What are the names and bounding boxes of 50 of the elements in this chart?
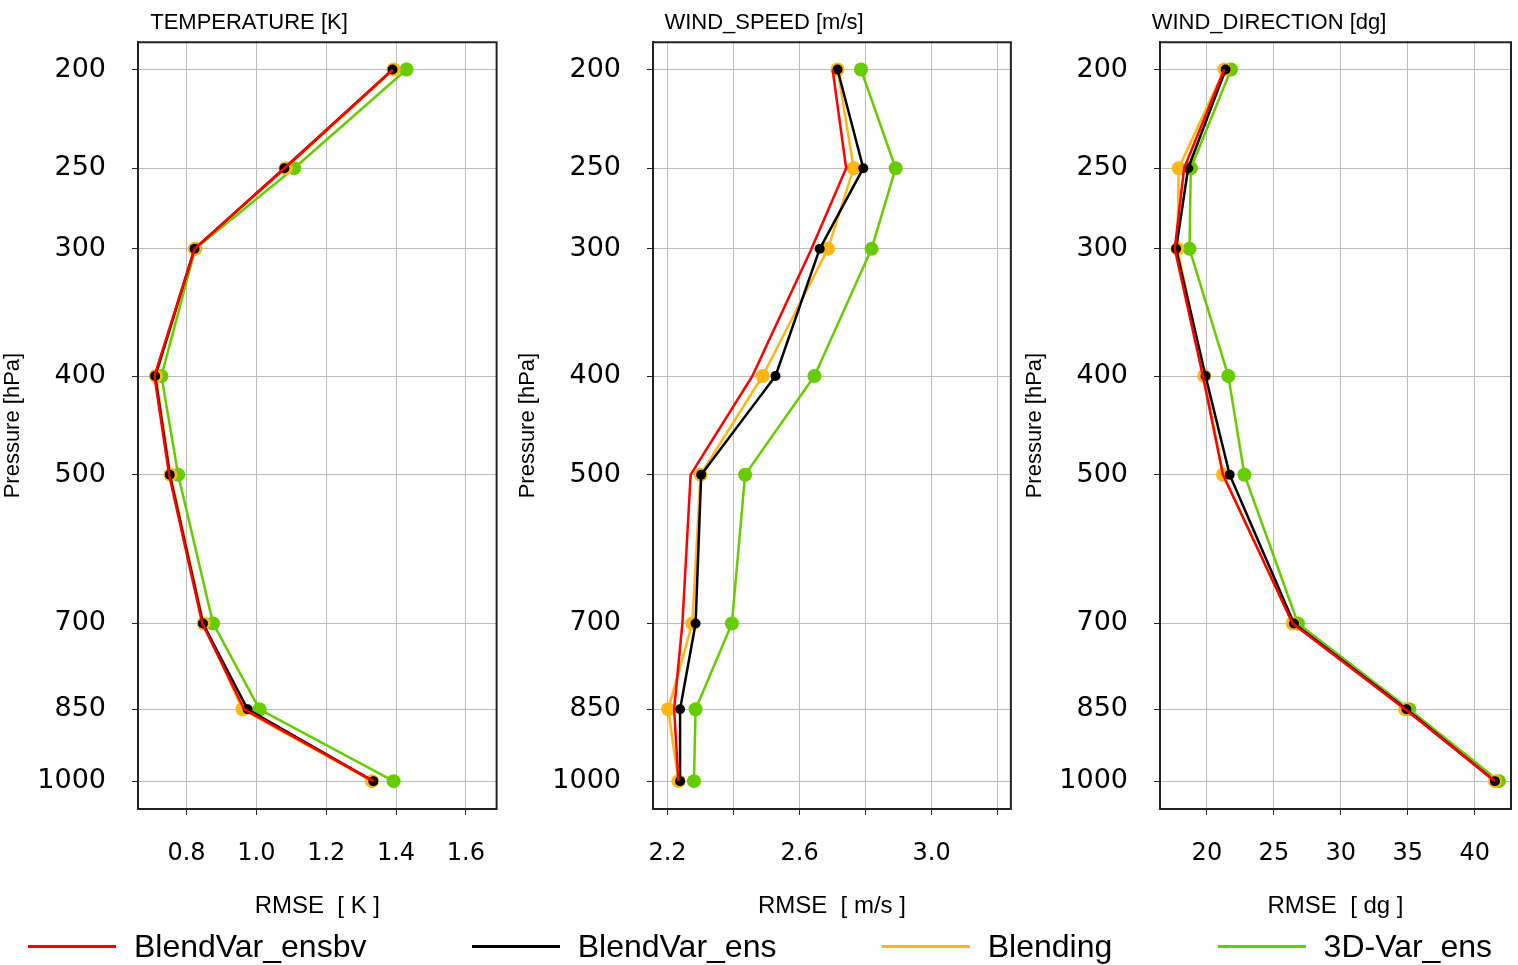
y-tick-label: 700 bbox=[54, 605, 106, 637]
y-tick-label: 500 bbox=[54, 456, 106, 488]
y-axis-title: Pressure [hPa] bbox=[1021, 352, 1047, 499]
x-tick-label: 25 bbox=[1258, 837, 1290, 866]
x-tick-label: 0.8 bbox=[167, 837, 206, 866]
x-tick-label: 1.6 bbox=[446, 837, 485, 866]
y-tick-label: 400 bbox=[569, 358, 621, 390]
legend-label: BlendVar_ens bbox=[577, 927, 777, 965]
x-tick-label: 1.4 bbox=[376, 837, 416, 866]
x-tick-label: 2.6 bbox=[780, 837, 819, 866]
y-tick-label: 850 bbox=[569, 691, 621, 723]
y-tick-label: 400 bbox=[54, 358, 106, 390]
y-tick-label: 1000 bbox=[37, 763, 106, 795]
y-axis-title: Pressure [hPa] bbox=[514, 352, 540, 499]
x-tick-label: 1.2 bbox=[307, 837, 346, 866]
y-tick-label: 250 bbox=[569, 150, 621, 182]
legend-label: Blending bbox=[987, 927, 1113, 965]
y-tick-label: 500 bbox=[569, 456, 621, 488]
y-tick-label: 250 bbox=[1076, 150, 1128, 182]
x-axis-title: RMSE [ dg ] bbox=[1267, 891, 1404, 919]
y-tick-label: 300 bbox=[569, 230, 621, 262]
x-tick-label: 2.2 bbox=[648, 837, 687, 866]
legend-label: BlendVar_ensbv bbox=[134, 927, 367, 965]
y-tick-label: 400 bbox=[1076, 358, 1128, 390]
x-axis-title: RMSE [ m/s ] bbox=[757, 891, 906, 919]
y-tick-label: 300 bbox=[54, 230, 106, 262]
x-tick-label: 20 bbox=[1191, 837, 1223, 866]
y-tick-label: 700 bbox=[569, 605, 621, 637]
chart-title: TEMPERATURE [K] bbox=[150, 9, 348, 35]
y-tick-label: 850 bbox=[54, 691, 106, 723]
y-tick-label: 200 bbox=[1076, 51, 1128, 83]
chart-title: WIND_DIRECTION [dg] bbox=[1151, 9, 1387, 35]
x-tick-label: 3.0 bbox=[912, 837, 951, 866]
y-axis-title: Pressure [hPa] bbox=[0, 352, 25, 499]
y-tick-label: 500 bbox=[1076, 456, 1128, 488]
y-tick-label: 200 bbox=[569, 51, 621, 83]
x-tick-label: 1.0 bbox=[237, 837, 276, 866]
x-tick-label: 40 bbox=[1459, 837, 1491, 866]
x-tick-label: 35 bbox=[1392, 837, 1424, 866]
y-tick-label: 250 bbox=[54, 150, 106, 182]
y-tick-label: 1000 bbox=[552, 763, 621, 795]
x-tick-label: 30 bbox=[1325, 837, 1357, 866]
y-tick-label: 850 bbox=[1076, 691, 1128, 723]
y-tick-label: 300 bbox=[1076, 230, 1128, 262]
y-tick-label: 700 bbox=[1076, 605, 1128, 637]
x-axis-title: RMSE [ K ] bbox=[254, 891, 380, 919]
chart-title: WIND_SPEED [m/s] bbox=[664, 9, 864, 35]
y-tick-label: 1000 bbox=[1059, 763, 1128, 795]
y-tick-label: 200 bbox=[54, 51, 106, 83]
legend-label: 3D-Var_ens bbox=[1323, 927, 1492, 965]
